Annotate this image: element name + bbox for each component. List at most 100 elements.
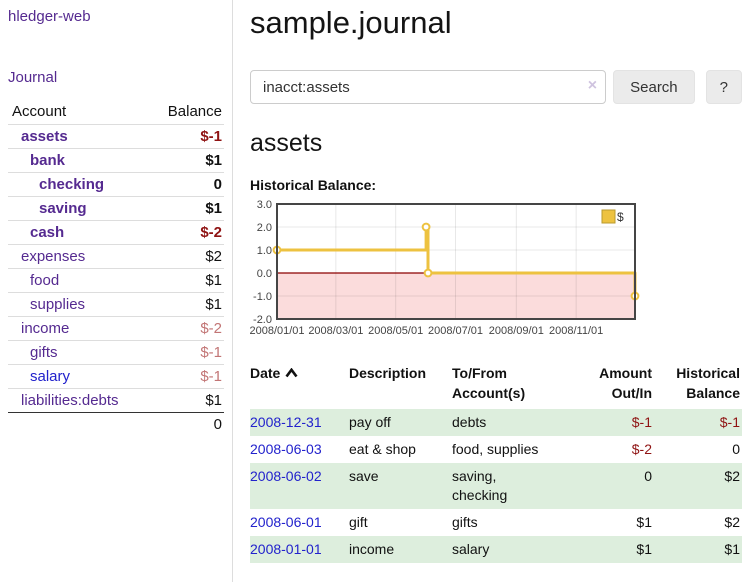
- transaction-accounts: saving, checking: [452, 468, 508, 503]
- account-balance: $1: [147, 196, 224, 221]
- transaction-description: pay off: [349, 414, 391, 430]
- transaction-date-link[interactable]: 2008-06-03: [250, 441, 322, 457]
- transaction-amount: 0: [644, 468, 652, 484]
- transaction-date-link[interactable]: 2008-01-01: [250, 541, 322, 557]
- sort-by-date-link[interactable]: Date: [250, 365, 281, 381]
- account-balance: $-1: [147, 124, 224, 149]
- svg-text:2008/09/01: 2008/09/01: [489, 325, 544, 337]
- search-input[interactable]: [250, 70, 607, 104]
- account-row: liabilities:debts $1: [8, 388, 224, 413]
- column-header-date[interactable]: Date: [250, 361, 349, 409]
- account-link-income[interactable]: income: [21, 320, 70, 337]
- account-balance: $-1: [147, 340, 224, 365]
- clear-search-icon[interactable]: ×: [587, 77, 598, 94]
- svg-text:3.0: 3.0: [257, 200, 272, 211]
- column-header-account: To/From Account(s): [452, 365, 526, 401]
- register-header-row: Date Description To/From Account(s) Amou…: [250, 361, 742, 409]
- main-content: sample.journal × Search ? assets Histori…: [249, 0, 742, 563]
- search-button[interactable]: Search: [613, 70, 695, 104]
- account-row: expenses $2: [8, 244, 224, 269]
- transaction-description: save: [349, 468, 379, 484]
- historical-balance-chart: $3.0 2.0 1.0 0.0 -1.0 -2.0 2008/01/01 2008/03/0…: [244, 199, 742, 349]
- accounts-header-balance: Balance: [167, 103, 222, 120]
- transaction-accounts: salary: [452, 541, 490, 557]
- accounts-header-row: Account Balance: [8, 100, 224, 125]
- transaction-amount: $-2: [631, 441, 652, 457]
- transaction-date-link[interactable]: 2008-12-31: [250, 414, 322, 430]
- accounts-total-row: 0: [8, 412, 224, 436]
- account-link-saving[interactable]: saving: [39, 200, 87, 217]
- transaction-accounts: food, supplies: [452, 441, 539, 457]
- transaction-amount: $1: [636, 514, 652, 530]
- register-row: 2008-01-01 income salary $1 $1: [250, 536, 742, 563]
- register-row: 2008-06-03 eat & shop food, supplies $-2…: [250, 436, 742, 463]
- register-row: 2008-06-01 gift gifts $1 $2: [250, 509, 742, 536]
- account-link-assets[interactable]: assets: [21, 128, 68, 145]
- account-link-cash[interactable]: cash: [30, 224, 65, 241]
- account-row: saving $1: [8, 196, 224, 221]
- transaction-balance: $2: [724, 514, 740, 530]
- transaction-description: income: [349, 541, 395, 557]
- register-table: Date Description To/From Account(s) Amou…: [250, 361, 742, 563]
- transaction-balance: $-1: [719, 414, 740, 430]
- transaction-accounts: debts: [452, 414, 487, 430]
- svg-text:-1.0: -1.0: [253, 291, 272, 303]
- account-row: food $1: [8, 268, 224, 293]
- svg-text:2008/01/01: 2008/01/01: [249, 325, 304, 337]
- transaction-amount: $1: [636, 541, 652, 557]
- account-link-salary[interactable]: salary: [30, 368, 71, 385]
- brand-link[interactable]: hledger-web: [8, 8, 91, 25]
- transaction-accounts: gifts: [452, 514, 478, 530]
- account-link-gifts[interactable]: gifts: [30, 344, 58, 361]
- svg-text:$: $: [617, 210, 624, 224]
- account-link-bank[interactable]: bank: [30, 152, 66, 169]
- svg-text:2008/03/01: 2008/03/01: [308, 325, 363, 337]
- svg-text:2.0: 2.0: [257, 222, 272, 234]
- sidebar: hledger-web Journal Account Balance asse…: [0, 0, 233, 582]
- register-row: 2008-12-31 pay off debts $-1 $-1: [250, 409, 742, 436]
- account-link-food[interactable]: food: [30, 272, 60, 289]
- account-row: checking 0: [8, 172, 224, 197]
- account-row: bank $1: [8, 148, 224, 173]
- svg-text:-2.0: -2.0: [253, 314, 272, 326]
- svg-text:0.0: 0.0: [257, 268, 272, 280]
- svg-text:2008/11/01: 2008/11/01: [549, 325, 603, 337]
- transaction-balance: $1: [724, 541, 740, 557]
- account-link-checking[interactable]: checking: [39, 176, 105, 193]
- account-heading: assets: [250, 129, 323, 157]
- account-balance: 0: [147, 172, 224, 197]
- account-balance: $-2: [147, 220, 224, 245]
- accounts-total-value: 0: [147, 412, 224, 436]
- transaction-description: eat & shop: [349, 441, 416, 457]
- accounts-header-account: Account: [12, 103, 67, 120]
- transaction-amount: $-1: [631, 414, 652, 430]
- column-header-balance: Historical Balance: [676, 365, 740, 401]
- account-row: gifts $-1: [8, 340, 224, 365]
- help-button[interactable]: ?: [705, 70, 742, 104]
- account-row: supplies $1: [8, 292, 224, 317]
- account-balance: $1: [147, 292, 224, 317]
- account-link-supplies[interactable]: supplies: [30, 296, 86, 313]
- column-header-amount: Amount Out/In: [599, 365, 652, 401]
- transaction-date-link[interactable]: 2008-06-02: [250, 468, 322, 484]
- register-row: 2008-06-02 save saving, checking 0 $2: [250, 463, 742, 509]
- account-row: cash $-2: [8, 220, 224, 245]
- transaction-balance: $2: [724, 468, 740, 484]
- account-balance: $-2: [147, 316, 224, 341]
- account-balance: $2: [147, 244, 224, 269]
- accounts-table: Account Balance assets $-1 bank $1 check…: [8, 100, 224, 436]
- svg-text:2008/07/01: 2008/07/01: [428, 325, 483, 337]
- page-title: sample.journal: [250, 5, 452, 40]
- account-link-expenses[interactable]: expenses: [21, 248, 86, 265]
- chart-label: Historical Balance:: [250, 177, 377, 193]
- account-link-liabilities-debts[interactable]: liabilities:debts: [21, 392, 119, 409]
- transaction-date-link[interactable]: 2008-06-01: [250, 514, 322, 530]
- account-row: income $-2: [8, 316, 224, 341]
- account-balance: $-1: [147, 364, 224, 389]
- svg-text:2008/05/01: 2008/05/01: [368, 325, 423, 337]
- sidebar-item-journal[interactable]: Journal: [8, 69, 58, 86]
- transaction-balance: 0: [732, 441, 740, 457]
- svg-text:1.0: 1.0: [257, 245, 272, 257]
- account-balance: $1: [147, 268, 224, 293]
